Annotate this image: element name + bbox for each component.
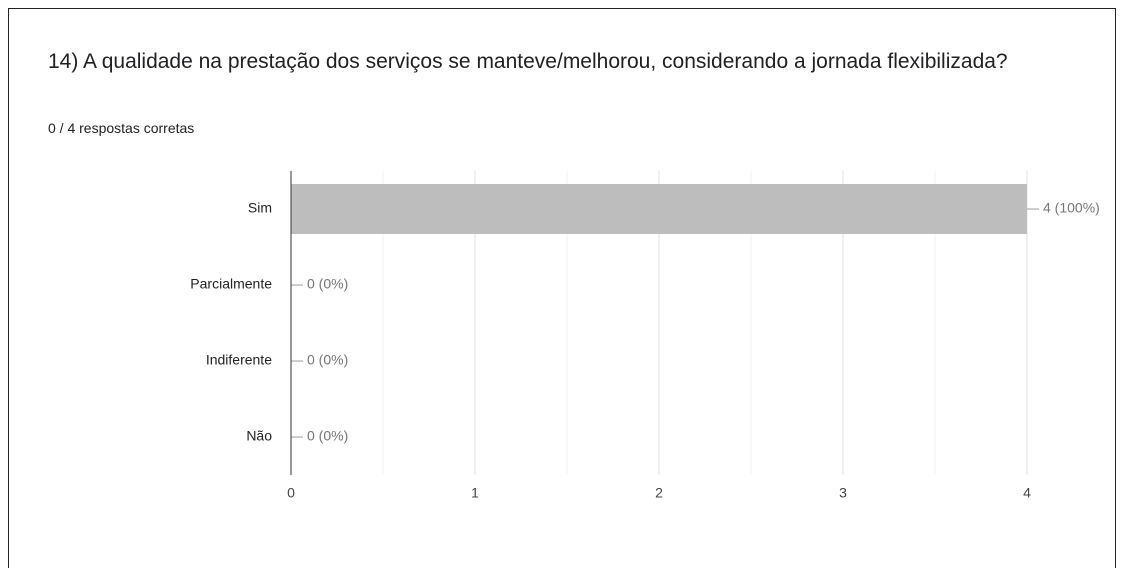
value-label: 0 (0%) <box>307 428 348 444</box>
y-tick-label: Parcialmente <box>190 276 272 292</box>
x-tick-label: 1 <box>471 485 479 501</box>
value-label: 0 (0%) <box>307 276 348 292</box>
x-tick-label: 2 <box>655 485 663 501</box>
x-tick-label: 3 <box>839 485 847 501</box>
y-tick-label: Sim <box>248 200 272 216</box>
bar <box>291 184 1027 234</box>
value-label: 4 (100%) <box>1043 200 1100 216</box>
question-title: 14) A qualidade na prestação dos serviço… <box>48 50 1008 73</box>
y-tick-label: Não <box>246 428 272 444</box>
y-tick-label: Indiferente <box>206 352 272 368</box>
x-tick-label: 4 <box>1023 485 1031 501</box>
frame <box>8 8 1116 568</box>
score-subtitle: 0 / 4 respostas corretas <box>48 120 195 136</box>
x-tick-label: 0 <box>287 485 295 501</box>
value-label: 0 (0%) <box>307 352 348 368</box>
